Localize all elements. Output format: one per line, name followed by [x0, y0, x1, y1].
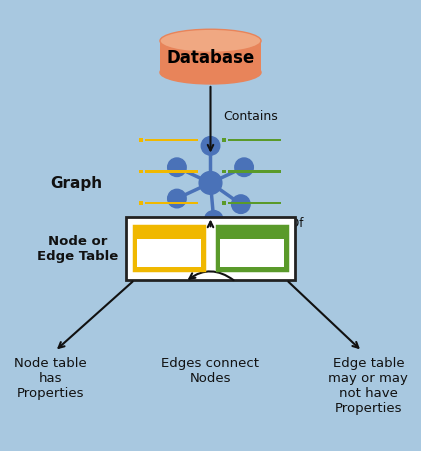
Circle shape — [199, 172, 222, 195]
FancyBboxPatch shape — [139, 202, 143, 205]
Circle shape — [232, 195, 250, 214]
Text: Node or
Edge Table: Node or Edge Table — [37, 235, 118, 262]
FancyBboxPatch shape — [139, 170, 143, 174]
Circle shape — [235, 159, 253, 177]
Text: Edges connect
Nodes: Edges connect Nodes — [162, 356, 259, 384]
Circle shape — [168, 190, 186, 208]
FancyBboxPatch shape — [139, 234, 143, 237]
FancyBboxPatch shape — [139, 139, 143, 143]
FancyBboxPatch shape — [145, 171, 198, 173]
FancyBboxPatch shape — [217, 226, 287, 271]
Circle shape — [205, 211, 223, 230]
Circle shape — [201, 137, 220, 156]
Ellipse shape — [160, 62, 261, 85]
Text: Node table
has
Properties: Node table has Properties — [14, 356, 87, 399]
FancyBboxPatch shape — [222, 234, 226, 237]
FancyBboxPatch shape — [0, 11, 421, 440]
Text: Edge table
may or may
not have
Properties: Edge table may or may not have Propertie… — [328, 356, 408, 414]
Ellipse shape — [160, 30, 261, 53]
Text: Contains: Contains — [223, 110, 278, 123]
FancyBboxPatch shape — [145, 202, 198, 205]
FancyBboxPatch shape — [137, 230, 201, 239]
FancyBboxPatch shape — [126, 217, 295, 280]
FancyBboxPatch shape — [145, 139, 198, 142]
Circle shape — [168, 159, 186, 177]
FancyBboxPatch shape — [220, 230, 284, 239]
FancyBboxPatch shape — [222, 139, 226, 143]
FancyBboxPatch shape — [137, 230, 201, 267]
Text: isCollectionOf: isCollectionOf — [223, 217, 304, 230]
FancyBboxPatch shape — [228, 202, 281, 205]
FancyBboxPatch shape — [222, 170, 226, 174]
Text: Graph: Graph — [51, 176, 103, 191]
FancyBboxPatch shape — [160, 42, 261, 73]
FancyBboxPatch shape — [222, 202, 226, 205]
FancyBboxPatch shape — [228, 234, 281, 236]
FancyBboxPatch shape — [134, 226, 204, 271]
FancyBboxPatch shape — [220, 230, 284, 267]
FancyBboxPatch shape — [145, 234, 198, 236]
FancyBboxPatch shape — [228, 139, 281, 142]
Text: Database: Database — [166, 49, 255, 66]
FancyBboxPatch shape — [228, 171, 281, 173]
